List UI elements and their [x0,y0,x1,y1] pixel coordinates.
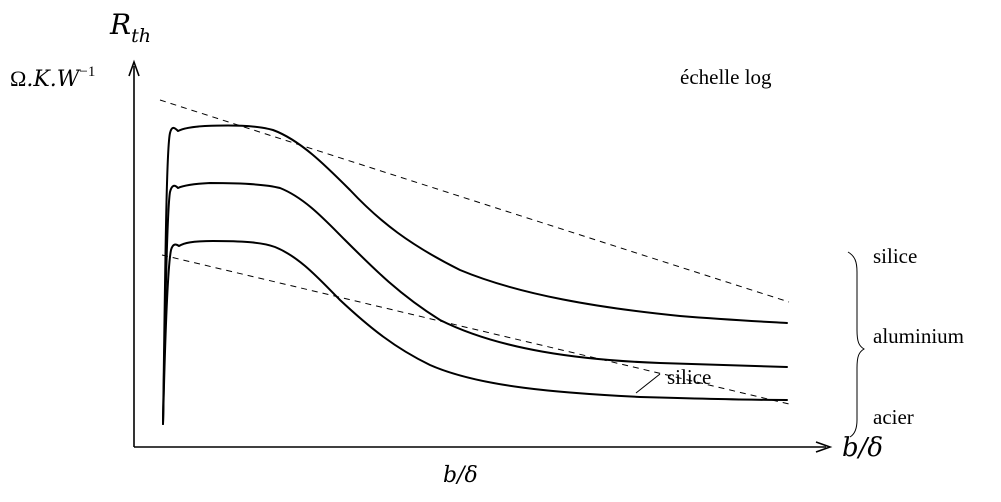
x-axis-arrow-label: b/δ [842,433,883,463]
y-axis-symbol-subscript: th [131,25,151,47]
x-axis-arrowhead [815,441,833,453]
grouping-brace [847,251,865,438]
y-axis-unit-k: .K.W [26,67,81,92]
label-silice: silice [873,244,917,268]
label-aluminium: aluminium [873,324,964,348]
y-axis-unit-omega: Ω [10,66,26,91]
y-axis-symbol-main: R [109,8,131,41]
y-axis-symbol: Rth [109,8,151,47]
dashed-asymptote-lower [161,254,790,405]
dashed-asymptote-upper [159,99,790,303]
callout-label: silice [667,365,711,389]
scale-note: échelle log [680,65,772,89]
curve-acier [162,240,788,425]
y-axis-arrowhead [128,59,140,77]
y-axis-unit: Ω.K.W−1 [10,64,95,92]
callout-leader [635,373,661,394]
y-axis-unit-exponent: −1 [79,64,95,80]
label-acier: acier [873,405,914,429]
x-axis-bottom-label: b/δ [443,463,478,488]
curve-aluminium [162,182,788,425]
curve-silice [162,124,788,425]
